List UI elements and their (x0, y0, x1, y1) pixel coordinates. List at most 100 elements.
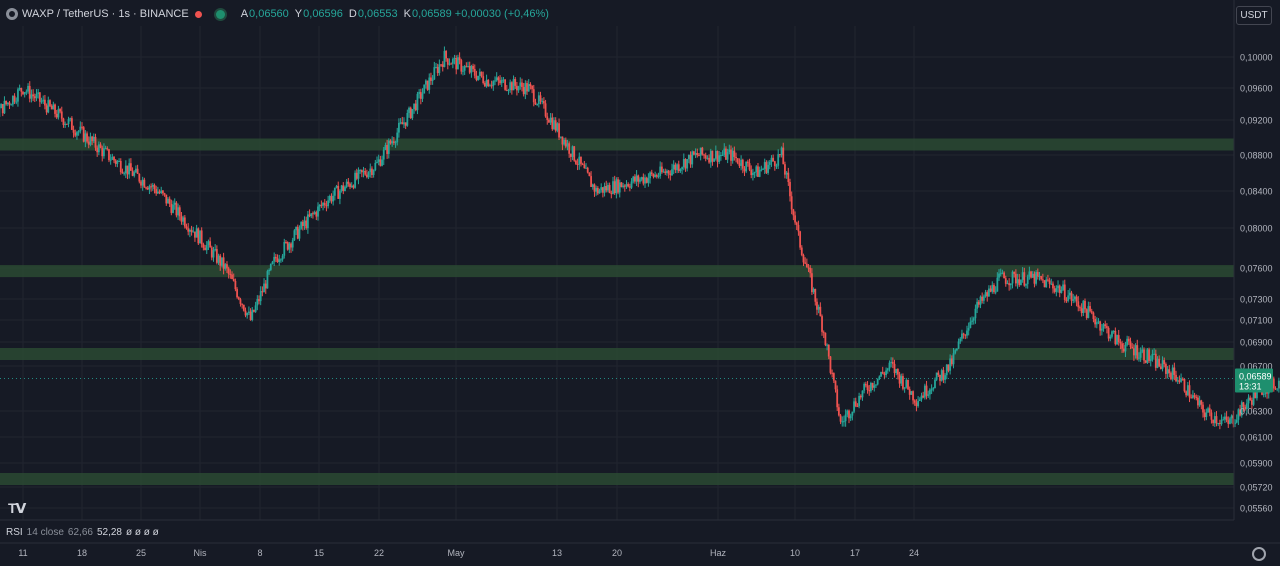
candle-body (635, 175, 638, 182)
candle-body (691, 151, 694, 165)
candle-body (94, 136, 97, 148)
candle-body (76, 132, 78, 136)
x-tick-label: 13 (552, 548, 562, 558)
candle-body (54, 104, 56, 114)
candle-body (333, 187, 336, 196)
candle-body (706, 157, 709, 159)
candle-body (42, 99, 45, 102)
candle-body (777, 154, 780, 166)
candle-body (979, 296, 982, 305)
candle-body (517, 86, 520, 91)
candle-body (878, 376, 881, 379)
candle-body (131, 170, 134, 176)
candle-body (1085, 309, 1088, 318)
candle-body (1222, 419, 1225, 421)
candle-body (6, 102, 9, 105)
candle-body (150, 186, 153, 188)
candle-body (1225, 416, 1228, 421)
candle-body (472, 65, 474, 69)
candle-body (687, 154, 690, 160)
candle-body (177, 207, 179, 216)
candle-body (1026, 276, 1029, 285)
candle-body (726, 152, 729, 160)
candle-body (1104, 324, 1107, 327)
candle-body (1229, 418, 1231, 424)
candle-body (1235, 419, 1238, 423)
candle-body (932, 388, 935, 390)
candle-body (728, 149, 731, 153)
candle-body (357, 169, 360, 179)
candle-body (954, 350, 957, 354)
candle-body (863, 383, 866, 391)
tradingview-logo[interactable]: T𝗩 (8, 500, 26, 516)
candle-body (104, 148, 107, 150)
candle-body (927, 394, 930, 396)
candle-body (837, 407, 840, 416)
candle-body (384, 144, 387, 150)
candle-body (1240, 402, 1243, 416)
candle-body (175, 202, 178, 216)
symbol-title[interactable]: WAXP / TetherUS · 1s · BINANCE (22, 8, 189, 20)
candle-body (419, 92, 422, 99)
candle-body (1067, 295, 1070, 301)
x-tick-label: Nis (194, 548, 207, 558)
candle-body (632, 176, 635, 182)
candle-body (907, 379, 909, 390)
candle-body (1143, 349, 1145, 361)
candle-body (219, 255, 222, 266)
candle-body (637, 175, 640, 182)
candle-body (8, 102, 11, 105)
chart-header: WAXP / TetherUS · 1s · BINANCE A 0,06560 … (0, 0, 549, 28)
candle-body (1154, 353, 1157, 368)
candle-body (143, 179, 146, 188)
candle-body (947, 364, 950, 371)
candle-body (649, 172, 651, 179)
candle-body (1252, 392, 1255, 405)
candle-body (826, 344, 828, 346)
candle-body (834, 380, 837, 390)
candle-body (886, 368, 889, 371)
candle-body (15, 101, 18, 103)
candle-body (1181, 378, 1184, 380)
rsi-legend[interactable]: RSI 14 close 62,66 52,28 ø ø ø ø (6, 527, 159, 538)
candle-body (603, 186, 606, 193)
candle-body (457, 57, 459, 70)
candle-body (713, 158, 716, 162)
candle-body (546, 116, 549, 120)
candle-body (1063, 284, 1066, 300)
candle-body (389, 140, 392, 144)
candle-body (1077, 301, 1080, 308)
ohlc-high-value: 0,06596 (303, 8, 343, 20)
candle-body (443, 50, 446, 67)
candle-body (1109, 336, 1112, 339)
settings-gear-icon[interactable] (1252, 547, 1266, 561)
candle-body (698, 155, 700, 157)
candle-body (982, 296, 985, 301)
candle-body (794, 215, 796, 223)
candle-body (1254, 392, 1257, 399)
candle-body (1013, 271, 1016, 274)
candle-body (1170, 373, 1172, 380)
candle-body (890, 361, 893, 363)
x-tick-label: 8 (257, 548, 262, 558)
candle-body (898, 374, 901, 384)
candle-body (807, 267, 810, 269)
symbol-icon (6, 8, 18, 20)
candle-body (1011, 271, 1014, 284)
y-tick-label: 0,07300 (1240, 295, 1273, 305)
currency-button[interactable]: USDT (1236, 6, 1272, 25)
y-tick-label: 0,09200 (1240, 116, 1273, 126)
candle-body (1191, 395, 1194, 399)
candle-body (703, 154, 705, 156)
candle-body (762, 168, 764, 170)
candle-body (721, 154, 724, 156)
candle-body (1060, 289, 1063, 293)
candle-body (426, 80, 429, 90)
candle-body (544, 103, 547, 117)
candle-body (5, 100, 8, 105)
candle-body (853, 401, 855, 412)
candle-body (1030, 271, 1032, 278)
candle-body (170, 203, 173, 213)
candle-body (236, 289, 238, 298)
